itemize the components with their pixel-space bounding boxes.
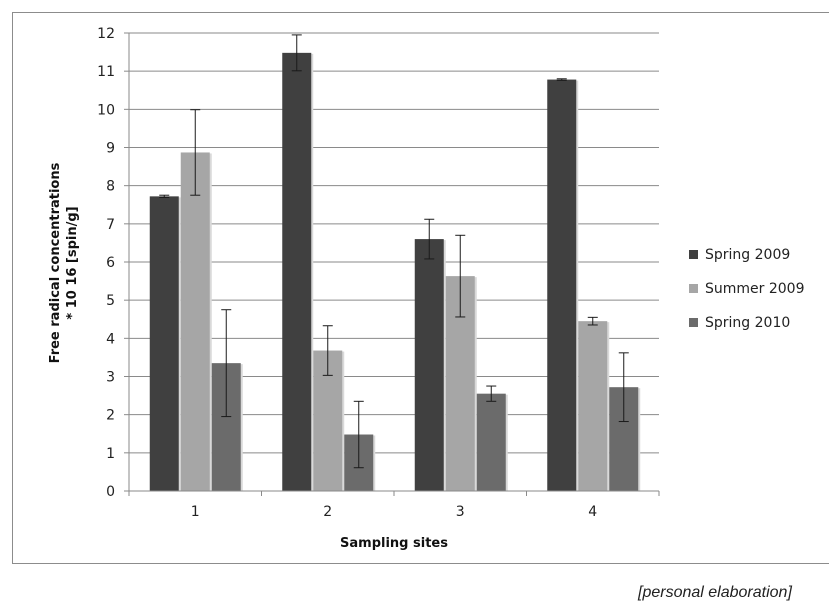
y-tick-label: 1 <box>106 446 115 462</box>
bar <box>476 393 506 491</box>
x-tick-label: 4 <box>588 504 597 520</box>
bar <box>149 196 179 491</box>
y-tick-label: 3 <box>106 370 115 386</box>
y-axis-title-line2: * 10 16 [spin/g] <box>65 206 80 319</box>
legend-swatch <box>689 284 698 293</box>
y-tick-label: 8 <box>106 179 115 195</box>
legend-label: Spring 2010 <box>705 315 790 331</box>
y-tick-label: 5 <box>106 293 115 309</box>
bar <box>578 321 608 491</box>
legend-swatch <box>689 250 698 259</box>
y-tick-label: 11 <box>97 64 115 80</box>
y-tick-label: 4 <box>106 331 115 347</box>
y-tick-label: 6 <box>106 255 115 271</box>
legend-label: Spring 2009 <box>705 247 790 263</box>
bar <box>547 79 577 492</box>
x-tick-label: 2 <box>323 504 332 520</box>
bar <box>414 239 444 491</box>
legend: Spring 2009 Summer 2009 Spring 2010 <box>689 247 804 331</box>
x-tick-label: 3 <box>456 504 465 520</box>
x-axis-title: Sampling sites <box>340 536 448 551</box>
bars <box>149 34 641 492</box>
y-tick-label: 9 <box>106 141 115 157</box>
y-axis-title-line1: Free radical concentrations <box>48 162 63 363</box>
y-tick-label: 10 <box>97 102 115 118</box>
axes <box>124 32 660 496</box>
legend-swatch <box>689 318 698 327</box>
y-tick-label: 12 <box>97 26 115 42</box>
x-tick-labels: 1 2 3 4 <box>191 504 598 520</box>
bar <box>180 152 210 491</box>
y-tick-label: 7 <box>106 217 115 233</box>
bar <box>282 52 312 491</box>
source-note: [personal elaboration] <box>638 584 792 601</box>
legend-label: Summer 2009 <box>705 281 804 297</box>
x-tick-label: 1 <box>191 504 200 520</box>
y-tick-label: 0 <box>106 484 115 500</box>
y-tick-label: 2 <box>106 408 115 424</box>
